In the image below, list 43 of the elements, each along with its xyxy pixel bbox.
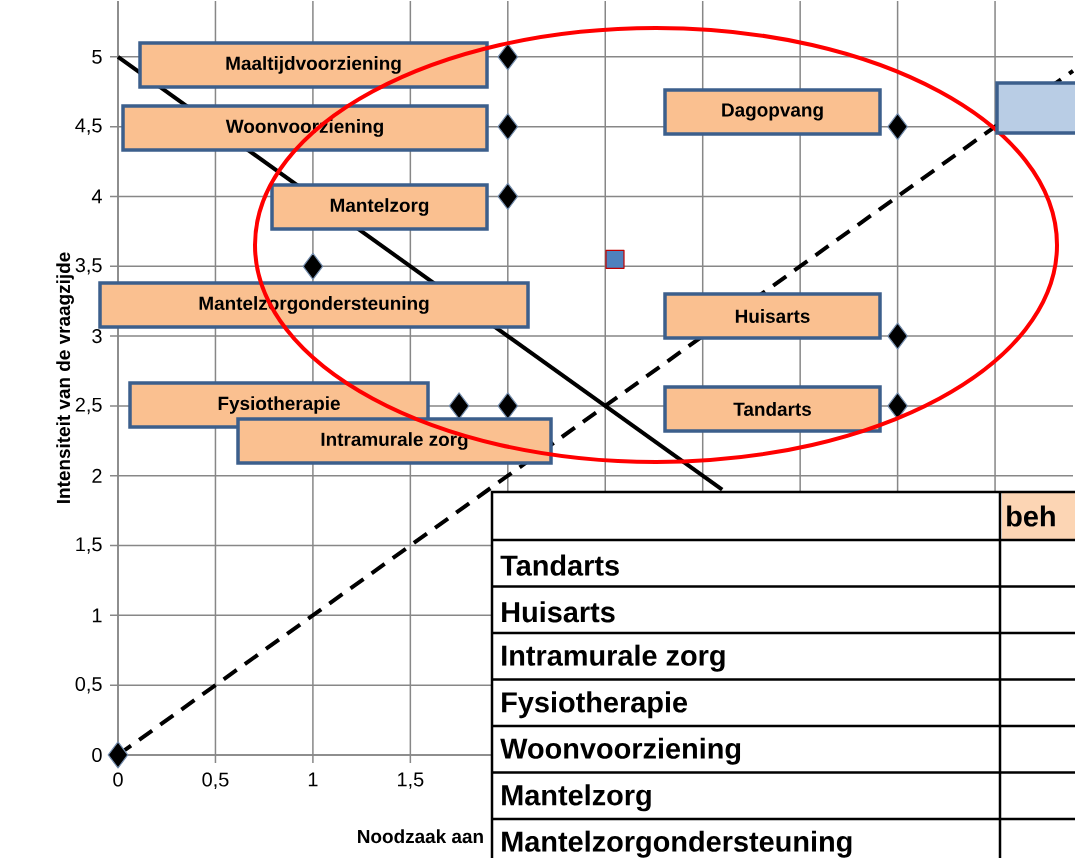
text: Mantelzorg [502,784,651,812]
annotation: beh [1007,505,1055,527]
y-tick-label: 0 [92,747,102,763]
y-tick-label: 0,5 [75,676,102,694]
point [887,113,908,141]
y-tick-label: 4 [91,189,102,204]
point [302,252,324,280]
point [887,322,908,350]
y-tick-label: 3 [92,329,102,344]
x-tick-label: 0 [113,772,123,787]
y-tick-label: 2 [92,468,102,483]
annotation: Fysiotherapie [218,396,340,414]
annotation: Woonvoorziening [500,737,741,765]
point [497,392,519,420]
annotation: Intramurale zorg [321,432,468,450]
text: Mantelzorgondersteuning [502,830,852,858]
point [605,249,625,269]
annotation: Tandarts [733,402,811,416]
annotation: Dagopvang [722,103,823,121]
annotation: Huisarts [735,309,810,323]
point [448,392,470,420]
point [497,182,519,211]
y-tick-label: 1,5 [76,537,102,554]
x-axis-title: Noodzaak aan [358,829,483,844]
y-tick-label: 4,5 [75,118,102,135]
point [497,113,519,141]
annotation: Fysiotherapie [502,691,688,719]
y-tick-label: 1 [92,608,102,623]
point [497,43,519,71]
x-tick-label: 0,5 [202,772,229,789]
annotation: Maaltijdvoorziening [226,56,401,74]
y-axis-title: Intensiteit van de vraagzijde [56,252,74,503]
annotation: Mantelzorg [330,198,429,216]
annotation: Huisarts [502,601,615,623]
annotation: Tandarts [500,554,619,576]
annotation: Intramurale zorg [502,644,725,672]
point [887,392,908,420]
point [107,741,129,769]
y-tick-label: 2,5 [75,397,102,415]
x-tick-label: 1,5 [398,772,424,789]
y-tick-label: 5 [92,49,102,64]
x-tick-label: 1 [308,772,318,787]
y-tick-label: 3,5 [75,258,102,275]
